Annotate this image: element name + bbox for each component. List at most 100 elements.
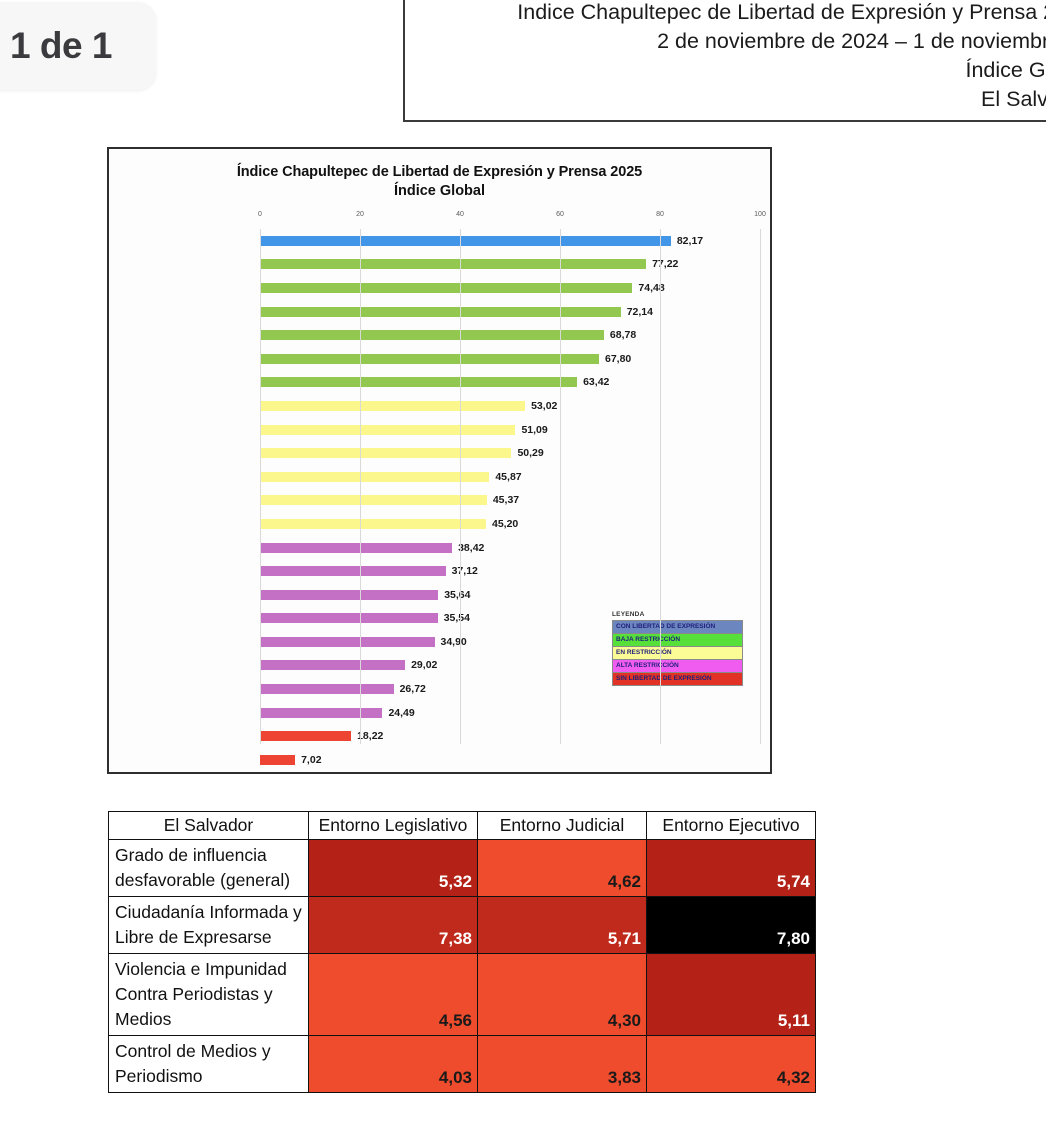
bar-category-label: Uruguay [107,329,109,341]
bar-row: Costa Rica 50,29 [109,441,770,465]
bar-row: República Dominicana 82,17 [109,229,770,253]
bar-track: 68,78 [260,323,770,347]
table-body: Grado de influencia desfavorable (genera… [108,839,816,1093]
table-header-country: El Salvador [108,811,309,840]
table-row: Grado de influencia desfavorable (genera… [108,839,816,897]
bar-category-label: Estados Unidos [107,471,109,483]
x-tick-label-80: 80 [656,211,664,218]
bar [260,589,439,600]
page-indicator-label: 1 de 1 [10,25,112,66]
bar-value-label: 77,22 [652,258,679,271]
table-score-cell: 4,32 [646,1035,816,1093]
bar [260,400,526,411]
bar-track: 29,02 [260,654,770,678]
bar-track: 18,22 [260,724,770,748]
bar-category-label: Nicaragua [107,730,109,742]
table-score-cell: 5,32 [308,839,478,897]
bar-value-label: 34,90 [440,635,467,648]
chart-bars: República Dominicana 82,17 Chile 77,22 Canad… [107,229,770,766]
gridline-60 [560,229,561,744]
bar-category-label: Venezuela [107,754,109,766]
bar-category-label: El Salvador [107,707,109,719]
x-tick-label-0: 0 [258,211,262,218]
bar-category-label: Panamá [107,376,109,388]
table-score-cell: 3,83 [477,1035,647,1093]
bar-track: 24,49 [260,701,770,725]
header-line-index: Índice Global [965,58,1046,82]
bar-value-label: 45,37 [492,494,520,507]
bar-track: 37,12 [260,559,770,583]
bar-value-label: 18,22 [357,730,384,743]
bar-track: 35,54 [260,607,770,631]
bar-row: Bolivia 37,12 [109,559,770,583]
chart-panel: Índice Chapultepec de Libertad de Expres… [107,147,772,774]
bar-value-label: 35,54 [443,612,470,625]
bar [260,495,487,506]
bar [260,471,490,482]
bar [260,613,438,624]
bar [260,707,383,718]
bar-row: Cuba 26,72 [109,677,770,701]
bar-category-label: Brasil [107,306,109,318]
gridline-80 [660,229,661,744]
bar-track: 67,80 [260,347,770,371]
bar-value-label: 51,09 [521,423,548,436]
table-header-ejecutivo: Entorno Ejecutivo [646,811,816,840]
bar-track: 51,09 [260,418,770,442]
bar-value-label: 45,87 [495,470,522,483]
bar [260,259,647,270]
page-indicator-badge: 1 de 1 [0,2,156,90]
bar [260,518,486,529]
bar-value-label: 45,20 [492,517,519,530]
x-tick-label-100: 100 [754,211,766,218]
bar-row: Colombia 45,37 [109,489,770,513]
gridline-20 [360,229,361,744]
bar-row: Nicaragua 18,22 [109,724,770,748]
table-row-label: Grado de influencia desfavorable (genera… [108,839,309,897]
table-row-label: Ciudadanía Informada y Libre de Expresar… [108,896,309,954]
legend-item: ALTA RESTRICCIÓN [612,659,743,672]
bar-track: 53,02 [260,394,770,418]
bar-row: Brasil 72,14 [109,300,770,324]
chart-plot-area: 0 20 40 60 80 100 República Dominicana 82,17 Ch… [109,211,770,772]
bar-track: 74,48 [260,276,770,300]
x-tick-label-60: 60 [556,211,564,218]
legend-item: SIN LIBERTAD DE EXPRESIÓN [612,672,743,686]
bar-row: Honduras 35,64 [109,583,770,607]
bar-category-label: Paraguay [107,424,109,436]
bar [260,353,599,364]
legend-item: BAJA RESTRICCIÓN [612,633,743,646]
gridline-100 [760,229,761,744]
bar-row: Paraguay 51,09 [109,418,770,442]
bar-row: Guatemala 45,20 [109,512,770,536]
table-score-cell: 4,30 [477,953,647,1036]
bar-row: Perú 35,54 [109,607,770,631]
bar [260,282,633,293]
bar-row: Uruguay 68,78 [109,323,770,347]
table-row-label: Control de Medios y Periodismo [108,1035,309,1093]
table-header-judicial: Entorno Judicial [477,811,647,840]
bar-value-label: 38,42 [458,541,485,554]
bar-value-label: 72,14 [626,305,653,318]
bar [260,235,671,246]
bar [260,754,296,765]
bar [260,731,352,742]
bar-row: Haití 29,02 [109,654,770,678]
bar-track: 82,17 [260,229,770,253]
bar-track: 38,42 [260,536,770,560]
bar [260,660,406,671]
table-row: Violencia e Impunidad Contra Periodistas… [108,953,816,1036]
table-score-cell: 5,74 [646,839,816,897]
header-line-title: Indice Chapultepec de Libertad de Expres… [517,0,1046,24]
x-tick-label-40: 40 [456,211,464,218]
bar-track: 7,02 [260,748,770,772]
legend-item: CON LIBERTAD DE EXPRESIÓN [612,620,743,633]
bar-value-label: 82,17 [676,234,704,247]
bar-row: El Salvador 24,49 [109,701,770,725]
bar-category-label: Canadá [107,282,109,294]
table-row-label: Violencia e Impunidad Contra Periodistas… [108,953,309,1036]
scores-table: El Salvador Entorno Legislativo Entorno … [108,811,816,1093]
chart-title: Índice Chapultepec de Libertad de Expres… [236,164,643,180]
table-score-cell: 5,71 [477,896,647,954]
bar-category-label: Ecuador [107,542,109,554]
